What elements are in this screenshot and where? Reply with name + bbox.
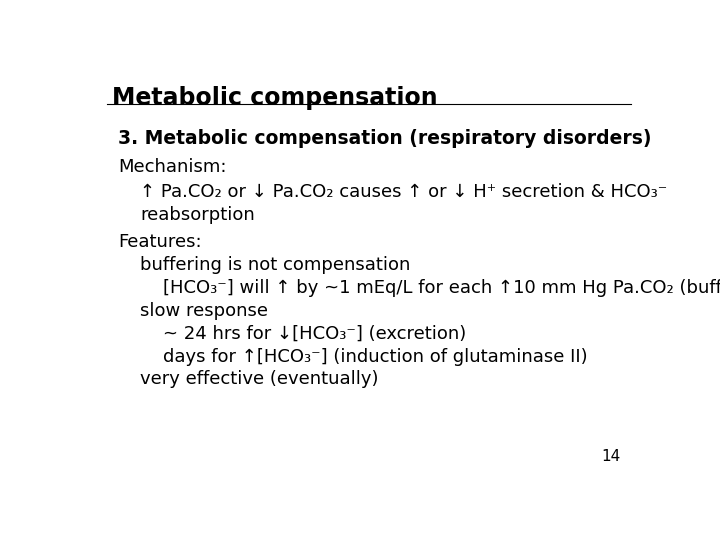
Text: reabsorption: reabsorption xyxy=(140,206,255,224)
Text: Features:: Features: xyxy=(118,233,202,251)
Text: 14: 14 xyxy=(601,449,620,464)
Text: buffering is not compensation: buffering is not compensation xyxy=(140,256,410,274)
Text: Mechanism:: Mechanism: xyxy=(118,158,226,177)
Text: very effective (eventually): very effective (eventually) xyxy=(140,370,379,388)
Text: Metabolic compensation: Metabolic compensation xyxy=(112,85,438,110)
Text: days for ↑[HCO₃⁻] (induction of glutaminase II): days for ↑[HCO₃⁻] (induction of glutamin… xyxy=(163,348,588,366)
Text: ↑ Pa.CO₂ or ↓ Pa.CO₂ causes ↑ or ↓ H⁺ secretion & HCO₃⁻: ↑ Pa.CO₂ or ↓ Pa.CO₂ causes ↑ or ↓ H⁺ se… xyxy=(140,183,667,201)
Text: ~ 24 hrs for ↓[HCO₃⁻] (excretion): ~ 24 hrs for ↓[HCO₃⁻] (excretion) xyxy=(163,325,466,343)
Text: slow response: slow response xyxy=(140,302,269,320)
Text: 3. Metabolic compensation (respiratory disorders): 3. Metabolic compensation (respiratory d… xyxy=(118,129,652,149)
Text: [HCO₃⁻] will ↑ by ~1 mEq/L for each ↑10 mm Hg Pa.CO₂ (buffering): [HCO₃⁻] will ↑ by ~1 mEq/L for each ↑10 … xyxy=(163,279,720,297)
